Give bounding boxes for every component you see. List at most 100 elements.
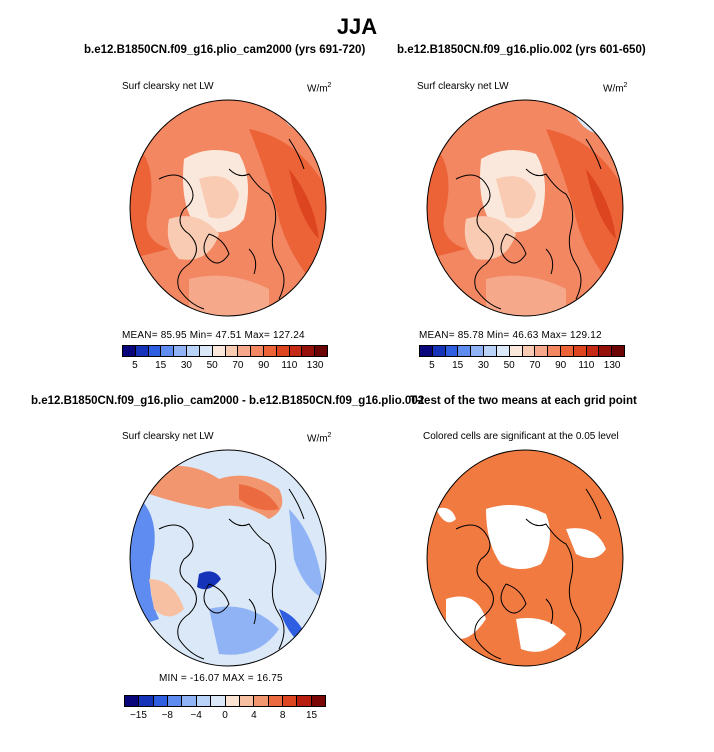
panel2-region-pale	[496, 176, 536, 219]
colorbar2-tick-label: 15	[452, 360, 464, 371]
colorbar3-tick-label: 15	[306, 710, 318, 721]
colorbar2-tick-label: 30	[477, 360, 489, 371]
panel3-variable: Surf clearsky net LW	[122, 431, 214, 442]
colorbar1-swatch-6	[199, 346, 213, 356]
panel3-region-south-red	[149, 579, 184, 617]
colorbar2-swatch-2	[445, 346, 459, 356]
colorbar1-tick-label: 5	[132, 360, 138, 371]
map-panel-4	[426, 449, 624, 667]
panel2-coastline	[455, 138, 602, 310]
panel3-region-west-blue	[130, 489, 159, 629]
colorbar3-swatch-12	[297, 696, 312, 706]
colorbar1-swatch-9	[238, 346, 252, 356]
panel3-region-south-blue	[209, 606, 279, 655]
colorbar1-swatch-1	[135, 346, 149, 356]
colorbar1-swatch-13	[289, 346, 303, 356]
colorbar2-swatch-4	[471, 346, 485, 356]
panel2-region-east-dark	[586, 169, 616, 239]
colorbar3-tick-label: −15	[129, 710, 147, 721]
panel3-colorbar-labels: −15 −8 −4 0 4 8 15	[124, 710, 326, 722]
panel3-colorbar	[124, 695, 326, 707]
colorbar1-swatch-12	[276, 346, 290, 356]
panel1-stats: MEAN= 85.95 Min= 47.51 Max= 127.24	[122, 330, 305, 341]
colorbar2-swatch-15	[612, 346, 624, 356]
main-title: JJA	[336, 14, 378, 39]
colorbar3-swatch-6	[211, 696, 226, 706]
panel4-nonsig-west	[436, 507, 456, 523]
panel1-variable: Surf clearsky net LW	[122, 81, 214, 92]
panel2-title: b.e12.B1850CN.f09_g16.plio.002 (yrs 601-…	[397, 44, 646, 56]
panel3-coastline	[158, 488, 305, 660]
panel2-outline	[426, 99, 624, 317]
colorbar1-swatch-0	[123, 346, 136, 356]
colorbar2-swatch-0	[420, 346, 433, 356]
colorbar2-swatch-1	[432, 346, 446, 356]
panel1-units: W/m2	[307, 82, 332, 95]
colorbar2-swatch-11	[560, 346, 574, 356]
panel4-nonsig-arctic	[486, 505, 550, 569]
panel1-colorbar	[122, 345, 328, 357]
colorbar3-swatch-3	[168, 696, 183, 706]
panel4-outline	[426, 449, 624, 667]
colorbar1-tick-label: 70	[232, 360, 244, 371]
panel1-region-south	[189, 275, 269, 316]
panel2-stats: MEAN= 85.78 Min= 46.63 Max= 129.12	[419, 330, 602, 341]
colorbar3-tick-label: 8	[279, 710, 286, 721]
colorbar3-swatch-0	[125, 696, 140, 706]
colorbar2-tick-label: 50	[503, 360, 515, 371]
colorbar1-swatch-8	[225, 346, 239, 356]
panel2-region-greenland	[464, 216, 516, 260]
panel3-region-north-dark	[239, 484, 279, 511]
colorbar1-tick-label: 130	[306, 360, 324, 371]
panel2-region-west	[427, 139, 466, 259]
colorbar3-swatch-8	[239, 696, 255, 706]
map-panel-1	[129, 99, 327, 317]
panel2-region-south	[486, 275, 566, 316]
panel2-region-east	[546, 129, 623, 299]
colorbar1-swatch-7	[212, 346, 226, 356]
panel1-title: b.e12.B1850CN.f09_g16.plio_cam2000 (yrs …	[84, 44, 366, 56]
colorbar3-swatch-7	[225, 696, 240, 706]
colorbar2-tick-label: 70	[529, 360, 541, 371]
colorbar2-swatch-8	[522, 346, 536, 356]
colorbar3-tick-label: −8	[161, 710, 173, 721]
panel1-region-east	[249, 129, 326, 299]
colorbar3-tick-label: 4	[251, 710, 257, 721]
colorbar1-swatch-5	[187, 346, 200, 356]
colorbar2-swatch-14	[599, 346, 613, 356]
colorbar2-swatch-12	[573, 346, 587, 356]
panel3-region-east-blue	[289, 509, 324, 599]
colorbar3-swatch-1	[139, 696, 154, 706]
colorbar1-tick-label: 90	[258, 360, 270, 371]
colorbar1-swatch-14	[302, 346, 316, 356]
panel3-title: b.e12.B1850CN.f09_g16.plio_cam2000 - b.e…	[31, 395, 425, 407]
panel3-stats: MIN = -16.07 MAX = 16.75	[159, 673, 283, 684]
colorbar2-swatch-3	[458, 346, 472, 356]
colorbar2-swatch-10	[548, 346, 561, 356]
panel3-region-dark-blue	[197, 571, 221, 590]
colorbar2-swatch-6	[496, 346, 510, 356]
colorbar2-swatch-5	[484, 346, 497, 356]
colorbar1-tick-label: 30	[180, 360, 192, 371]
panel1-region-east-dark	[289, 169, 319, 239]
panel1-outline	[129, 99, 327, 317]
colorbar2-tick-label: 130	[603, 360, 621, 371]
panel1-region-pale	[199, 176, 239, 219]
colorbar1-tick-label: 50	[206, 360, 218, 371]
panel3-units: W/m2	[307, 432, 332, 445]
colorbar1-swatch-4	[174, 346, 188, 356]
colorbar1-swatch-3	[161, 346, 175, 356]
map-panel-3	[129, 449, 327, 667]
colorbar1-swatch-2	[148, 346, 162, 356]
panel2-colorbar	[419, 345, 625, 357]
panel4-nonsig-southwest	[446, 596, 486, 639]
colorbar1-swatch-11	[263, 346, 277, 356]
panel4-title: T-test of the two means at each grid poi…	[410, 395, 637, 407]
colorbar2-tick-label: 90	[555, 360, 567, 371]
colorbar1-swatch-15	[315, 346, 327, 356]
panel3-region-north-red	[149, 465, 283, 519]
colorbar2-tick-label: 110	[578, 360, 595, 371]
colorbar1-swatch-10	[251, 346, 264, 356]
colorbar3-tick-label: 0	[222, 710, 228, 721]
colorbar3-swatch-9	[254, 696, 269, 706]
